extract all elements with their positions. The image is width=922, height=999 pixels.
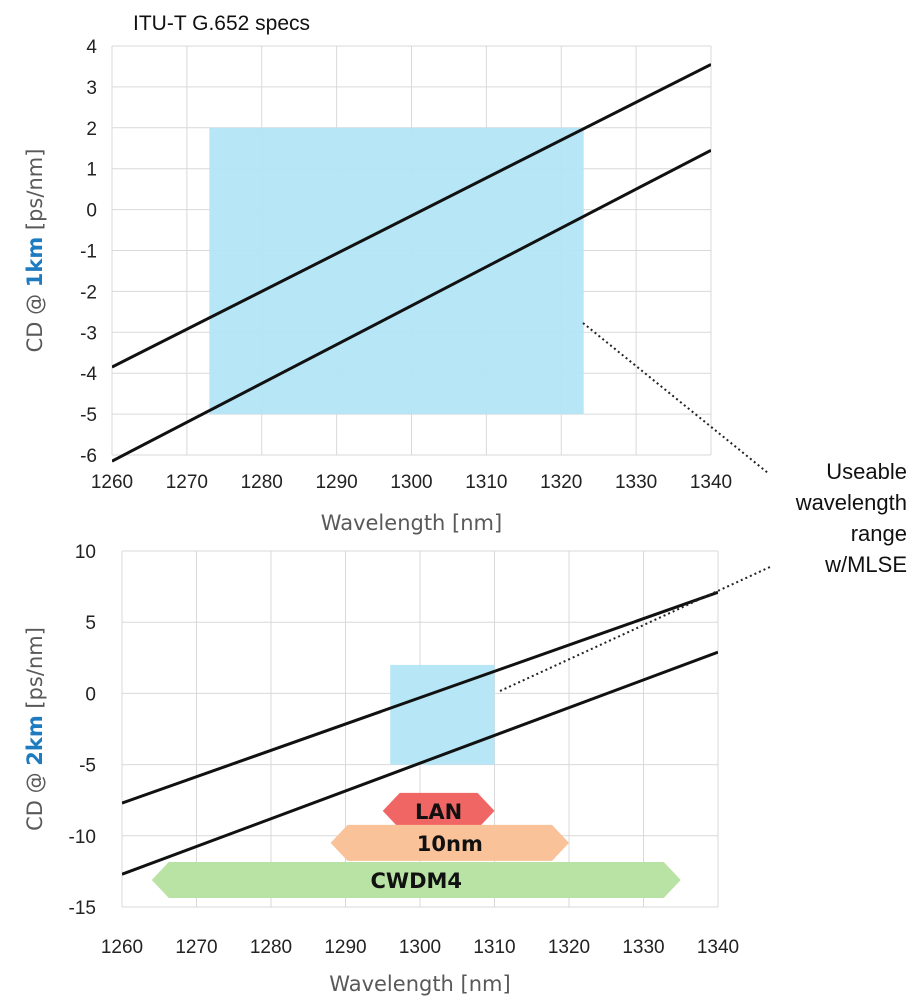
chart-1: 1260 1270 1280 1290 1300 1310 1320 1330 1340-6-5… [23,12,732,535]
x-tick-label: 1290 [315,472,357,493]
x-tick-label: 1270 [175,937,217,958]
band-cwdm4 [151,861,681,898]
dispersion-line [112,63,711,369]
x-tick-label: 1320 [540,472,582,493]
dispersion-line [122,650,718,876]
x-axis-title: Wavelength [nm] [321,511,502,535]
x-tick-label: 1310 [465,472,507,493]
band-10nm [330,824,569,861]
dispersion-line [112,148,711,463]
band-label: CWDM4 [371,869,463,893]
y-axis-title-part: [ps/nm] [23,627,47,715]
y-axis-title: CD @ 2km [ps/nm] [23,627,47,831]
leader-line-bottom [499,566,771,692]
y-tick-label: -1 [80,242,97,263]
chart-2: LAN 10nm CWDM4 1260 1270 1280 1290 1300 1310 1320… [23,542,739,996]
x-tick-label: 1260 [91,472,133,493]
x-tick-label: 1340 [690,472,732,493]
annotation-text: w/MLSE [824,552,907,577]
y-tick-label: -4 [80,364,97,385]
y-tick-label: -6 [80,446,97,467]
y-tick-label: 1 [86,160,97,181]
y-tick-label: 4 [86,37,97,58]
x-tick-label: 1290 [324,937,366,958]
usable-range-region [209,127,584,415]
y-axis-title-part: CD @ [23,287,47,352]
band-label: LAN [415,800,462,824]
dispersion-line [122,590,718,805]
annotation-text: range [851,521,907,546]
y-tick-label: -5 [79,756,96,777]
band-lan [382,792,495,829]
y-tick-label: -2 [80,282,97,303]
y-tick-label: -3 [80,323,97,344]
usable-range-region [390,664,495,765]
x-tick-label: 1310 [473,937,515,958]
y-tick-label: 2 [86,119,97,140]
y-axis-title-part: 2km [23,715,47,765]
x-tick-label: 1330 [622,937,664,958]
y-axis-title-part: CD @ [23,766,47,831]
y-tick-label: 10 [75,542,96,563]
y-tick-label: -15 [69,898,96,919]
x-tick-label: 1330 [615,472,657,493]
annotation-text: Useable [826,459,907,484]
usable-range-annotation: Useable wavelength range w/MLSE [499,322,907,692]
annotation-text: wavelength [795,490,907,515]
y-tick-label: 3 [86,78,97,99]
x-tick-label: 1340 [697,937,739,958]
y-tick-label: 0 [85,684,96,705]
x-tick-label: 1300 [390,472,432,493]
x-tick-label: 1320 [548,937,590,958]
band-label: 10nm [417,832,483,856]
y-tick-label: 5 [85,613,96,634]
y-tick-label: 0 [86,201,97,222]
x-tick-label: 1280 [250,937,292,958]
leader-line-top [582,322,769,474]
x-tick-label: 1280 [241,472,283,493]
y-axis-title-part: [ps/nm] [23,149,47,237]
x-tick-label: 1260 [101,937,143,958]
y-tick-label: -5 [80,405,97,426]
y-axis-title: CD @ 1km [ps/nm] [23,149,47,353]
x-axis-title: Wavelength [nm] [329,972,510,996]
x-tick-label: 1300 [399,937,441,958]
y-tick-label: -10 [69,827,96,848]
x-tick-label: 1270 [166,472,208,493]
chart-title: ITU-T G.652 specs [133,12,310,35]
y-axis-title-part: 1km [23,237,47,287]
